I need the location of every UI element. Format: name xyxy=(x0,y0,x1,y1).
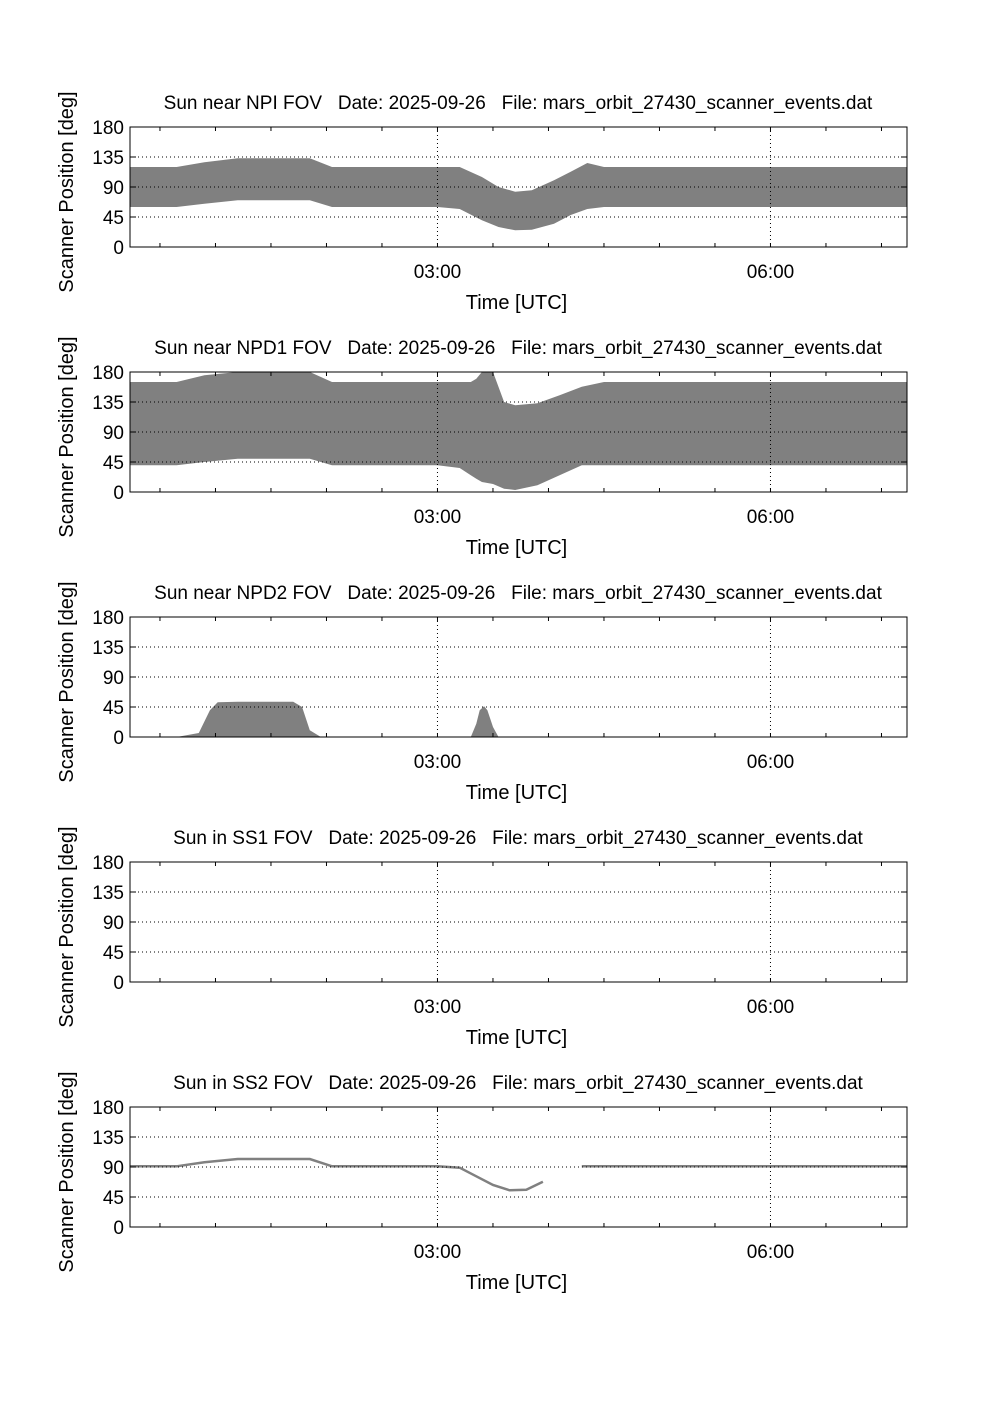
chart-title: Sun near NPD1 FOV Date: 2025-09-26 File:… xyxy=(154,338,882,359)
chart-title: Sun in SS2 FOV Date: 2025-09-26 File: ma… xyxy=(173,1073,863,1094)
y-tick-label: 135 xyxy=(92,148,124,169)
x-tick-label: 06:00 xyxy=(747,997,795,1018)
y-tick-label: 90 xyxy=(103,913,124,934)
x-tick-label: 03:00 xyxy=(414,262,462,283)
x-tick-label: 03:00 xyxy=(414,507,462,528)
x-axis-label: Time [UTC] xyxy=(466,782,567,804)
y-tick-label: 180 xyxy=(92,608,124,629)
y-tick-label: 90 xyxy=(103,178,124,199)
y-tick-label: 0 xyxy=(113,973,124,994)
chart-title: Sun near NPD2 FOV Date: 2025-09-26 File:… xyxy=(154,583,882,604)
scanner-band-2 xyxy=(470,706,499,737)
x-tick-label: 06:00 xyxy=(747,262,795,283)
scanner-band-1 xyxy=(130,372,907,490)
y-tick-label: 0 xyxy=(113,238,124,259)
y-tick-label: 90 xyxy=(103,423,124,444)
x-axis-label: Time [UTC] xyxy=(466,1027,567,1049)
chart-panel-1: Sun near NPI FOV Date: 2025-09-26 File: … xyxy=(56,91,908,314)
scanner-band-1 xyxy=(130,158,907,231)
y-tick-label: 180 xyxy=(92,118,124,139)
chart-title: Sun near NPI FOV Date: 2025-09-26 File: … xyxy=(164,93,873,114)
x-tick-label: 03:00 xyxy=(414,997,462,1018)
y-axis-label: Scanner Position [deg] xyxy=(56,336,78,537)
x-axis-label: Time [UTC] xyxy=(466,537,567,559)
y-tick-label: 135 xyxy=(92,1128,124,1149)
chart-panel-4: Sun in SS1 FOV Date: 2025-09-26 File: ma… xyxy=(56,826,908,1049)
y-tick-label: 135 xyxy=(92,393,124,414)
y-tick-label: 90 xyxy=(103,1158,124,1179)
y-axis-label: Scanner Position [deg] xyxy=(56,91,78,292)
x-axis-label: Time [UTC] xyxy=(466,1272,567,1294)
y-tick-label: 135 xyxy=(92,883,124,904)
y-tick-label: 180 xyxy=(92,363,124,384)
x-tick-label: 06:00 xyxy=(747,752,795,773)
y-tick-label: 90 xyxy=(103,668,124,689)
chart-panel-2: Sun near NPD1 FOV Date: 2025-09-26 File:… xyxy=(56,336,908,559)
x-tick-label: 06:00 xyxy=(747,507,795,528)
y-tick-label: 180 xyxy=(92,853,124,874)
y-axis-label: Scanner Position [deg] xyxy=(56,1071,78,1272)
y-axis-label: Scanner Position [deg] xyxy=(56,581,78,782)
y-tick-label: 45 xyxy=(103,453,124,474)
x-tick-label: 03:00 xyxy=(414,1242,462,1263)
y-tick-label: 45 xyxy=(103,1188,124,1209)
y-tick-label: 0 xyxy=(113,1218,124,1239)
y-tick-label: 135 xyxy=(92,638,124,659)
x-tick-label: 03:00 xyxy=(414,752,462,773)
chart-title: Sun in SS1 FOV Date: 2025-09-26 File: ma… xyxy=(173,828,863,849)
x-axis-label: Time [UTC] xyxy=(466,292,567,314)
y-tick-label: 0 xyxy=(113,728,124,749)
chart-panel-3: Sun near NPD2 FOV Date: 2025-09-26 File:… xyxy=(56,581,908,804)
scanner-line-1 xyxy=(130,1157,544,1192)
y-tick-label: 180 xyxy=(92,1098,124,1119)
y-tick-label: 45 xyxy=(103,208,124,229)
scanner-band-1 xyxy=(176,701,321,737)
x-tick-label: 06:00 xyxy=(747,1242,795,1263)
y-tick-label: 45 xyxy=(103,698,124,719)
y-axis-label: Scanner Position [deg] xyxy=(56,826,78,1027)
chart-panel-5: Sun in SS2 FOV Date: 2025-09-26 File: ma… xyxy=(56,1071,908,1294)
y-tick-label: 45 xyxy=(103,943,124,964)
y-tick-label: 0 xyxy=(113,483,124,504)
